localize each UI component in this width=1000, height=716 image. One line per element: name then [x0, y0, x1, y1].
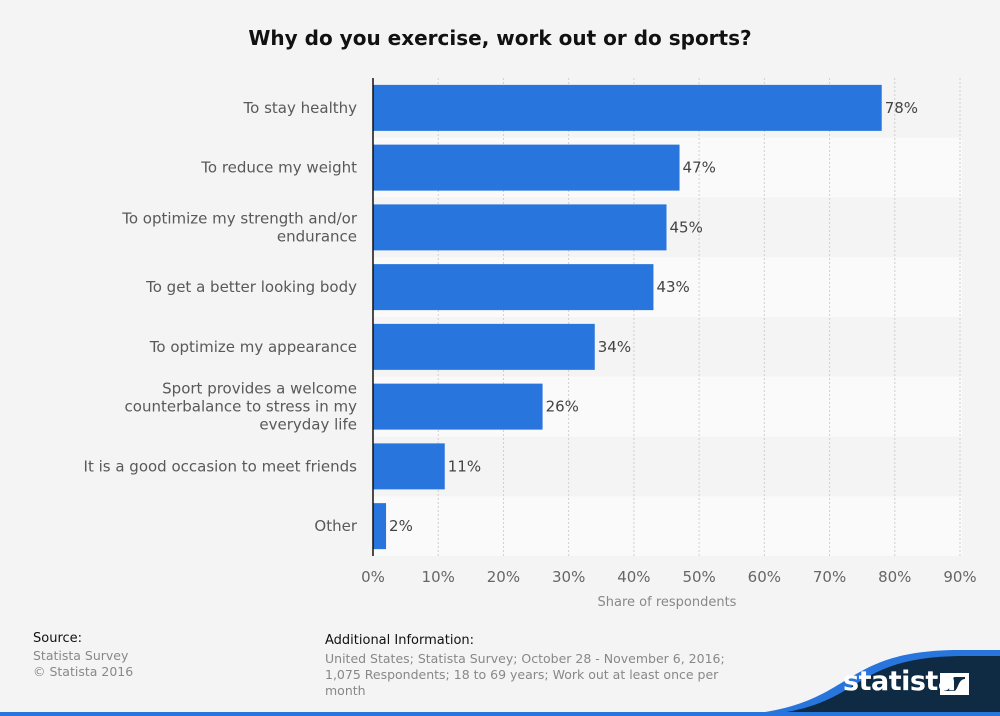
x-tick-label: 60%: [748, 568, 781, 586]
x-tick-label: 10%: [422, 568, 455, 586]
row-band: [373, 436, 962, 497]
value-label: 47%: [683, 159, 716, 177]
x-axis-title: Share of respondents: [598, 595, 737, 610]
x-tick-label: 30%: [552, 568, 585, 586]
category-label: To reduce my weight: [200, 159, 357, 177]
value-label: 11%: [448, 457, 481, 475]
x-tick-label: 20%: [487, 568, 520, 586]
x-tick-label: 0%: [361, 568, 385, 586]
category-labels: To stay healthy To reduce my weight To opt…: [84, 99, 358, 535]
x-tick-label: 40%: [617, 568, 650, 586]
x-tick-label: 70%: [813, 568, 846, 586]
source-line: Statista Survey: [33, 648, 129, 663]
category-label: Sport provides a welcome counterbalance t…: [125, 380, 358, 434]
bar[interactable]: [373, 383, 543, 430]
brand-swoosh-dark: [745, 656, 1000, 716]
value-labels: 78% 47% 45% 43% 34% 26% 11% 2%: [389, 99, 918, 535]
category-label: To stay healthy: [243, 99, 358, 117]
bar[interactable]: [373, 204, 667, 251]
x-tick-label: 80%: [878, 568, 911, 586]
category-label: Other: [314, 517, 357, 535]
category-label: To optimize my strength and/or endurance: [121, 209, 358, 245]
bottom-accent-line: [0, 712, 1000, 716]
value-label: 78%: [885, 99, 918, 117]
additional-info-text: United States; Statista Survey; October …: [325, 651, 725, 698]
value-label: 2%: [389, 517, 413, 535]
row-band: [373, 496, 962, 556]
category-label: It is a good occasion to meet friends: [84, 457, 358, 475]
chart-title: Why do you exercise, work out or do spor…: [248, 26, 752, 50]
statista-logo-text: statista: [843, 666, 956, 697]
source-heading: Source:: [33, 631, 83, 646]
x-tick-label: 50%: [682, 568, 715, 586]
bar[interactable]: [373, 264, 654, 311]
bar[interactable]: [373, 323, 595, 370]
value-label: 45%: [670, 218, 703, 236]
x-tick-labels: 0% 10% 20% 30% 40% 50% 60% 70% 80% 90%: [361, 568, 977, 586]
value-label: 34%: [598, 338, 631, 356]
copyright-line: © Statista 2016: [33, 664, 134, 679]
value-label: 26%: [546, 398, 579, 416]
bar[interactable]: [373, 84, 882, 131]
bars: [373, 84, 882, 550]
additional-info-heading: Additional Information:: [325, 633, 475, 648]
bar[interactable]: [373, 443, 445, 490]
category-label: To get a better looking body: [145, 278, 357, 296]
bar[interactable]: [373, 503, 387, 550]
statista-logo-icon: [940, 673, 969, 695]
bar[interactable]: [373, 144, 680, 191]
value-label: 43%: [656, 278, 689, 296]
category-label: To optimize my appearance: [149, 338, 357, 356]
x-tick-label: 90%: [943, 568, 976, 586]
